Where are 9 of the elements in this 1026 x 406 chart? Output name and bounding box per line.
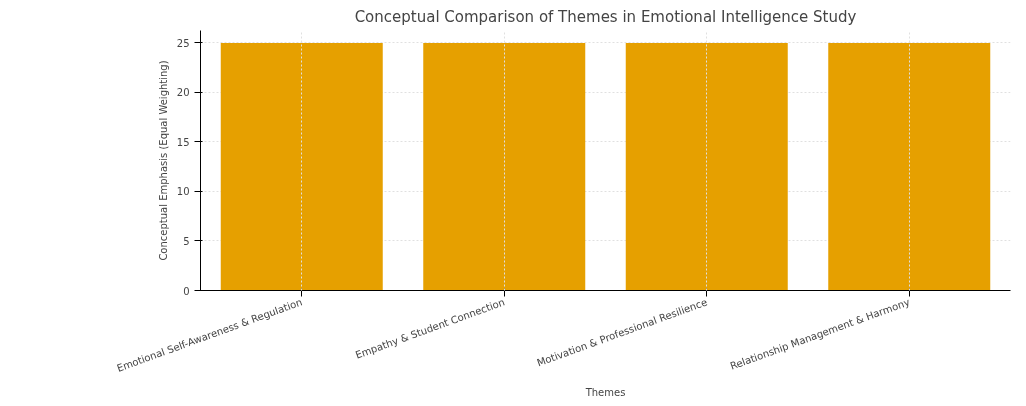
x-axis-title: Themes (584, 386, 626, 398)
y-tick-label: 10 (176, 186, 190, 198)
y-tick-label: 25 (176, 37, 190, 49)
y-tick-label: 15 (176, 136, 190, 148)
chart-title: Conceptual Comparison of Themes in Emotional Intelligence Study (354, 7, 857, 26)
y-tick-label: 5 (183, 235, 190, 247)
y-tick-label: 20 (176, 87, 190, 99)
y-axis-title: Conceptual Emphasis (Equal Weighting) (157, 60, 169, 261)
y-tick-label: 0 (183, 285, 190, 297)
